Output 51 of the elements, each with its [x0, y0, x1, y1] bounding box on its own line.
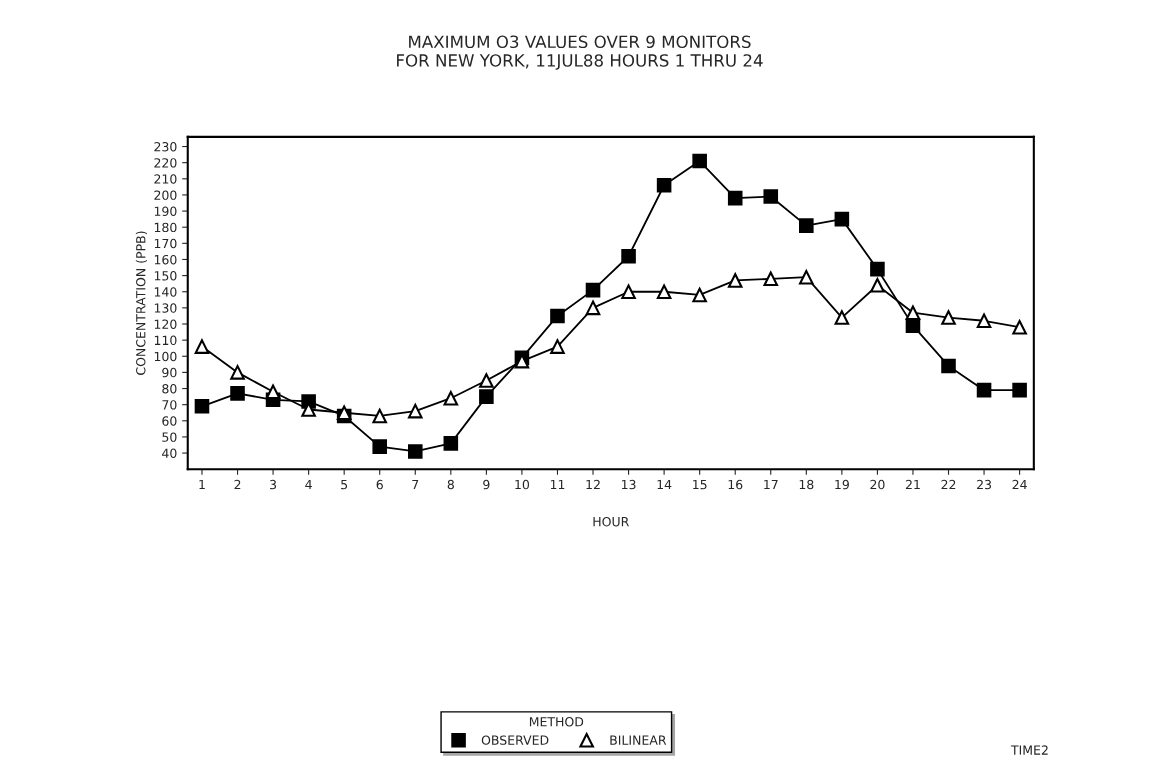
x-tick-label: 16 — [728, 479, 743, 490]
y-tick-label: 90 — [162, 367, 177, 378]
legend-label: OBSERVED — [481, 735, 549, 745]
y-tick-label: 120 — [154, 319, 177, 329]
y-tick-label: 150 — [154, 271, 177, 281]
x-tick-label: 4 — [305, 480, 312, 490]
y-tick-label: 60 — [162, 416, 177, 426]
x-tick-label: 2 — [234, 479, 241, 490]
y-tick-label: 100 — [154, 351, 177, 362]
y-tick-label: 40 — [162, 448, 177, 458]
x-tick-label: 3 — [270, 479, 277, 490]
y-tick-label: 200 — [154, 190, 177, 200]
y-tick-label: 230 — [154, 142, 177, 152]
x-tick-label: 24 — [1012, 479, 1027, 490]
x-tick-label: 8 — [447, 479, 454, 490]
x-tick-label: 1 — [199, 480, 205, 490]
x-tick-label: 21 — [905, 479, 920, 490]
y-tick-label: 190 — [154, 206, 177, 216]
y-tick-label: 70 — [162, 400, 177, 410]
y-axis-title: CONCENTRATION (PPB) — [135, 231, 147, 375]
x-tick-label: 11 — [550, 480, 565, 490]
y-tick-label: 160 — [154, 254, 177, 265]
y-tick-label: 220 — [154, 158, 177, 168]
y-tick-label: 80 — [162, 384, 177, 394]
x-tick-label: 23 — [977, 479, 992, 490]
text: TIME2 — [1010, 745, 1048, 755]
legend-title: METHOD — [529, 717, 584, 727]
x-tick-label: 10 — [515, 479, 530, 490]
x-tick-label: 5 — [341, 480, 348, 490]
y-tick-label: 110 — [154, 335, 177, 346]
x-tick-label: 7 — [412, 480, 419, 490]
x-axis-title: HOUR — [593, 516, 629, 527]
y-tick-label: 180 — [154, 222, 177, 233]
x-tick-label: 14 — [657, 480, 672, 490]
chart-title: MAXIMUM O3 VALUES OVER 9 MONITORS FOR NEW YORK, 11JUL88 HOURS 1 THRU 24 — [397, 35, 763, 70]
x-tick-label: 22 — [941, 479, 956, 490]
legend-label: BILINEAR — [610, 735, 667, 745]
x-tick-label: 12 — [586, 479, 600, 490]
x-tick-label: 18 — [799, 479, 814, 490]
x-tick-label: 20 — [870, 479, 885, 490]
y-tick-label: 210 — [154, 174, 177, 184]
x-tick-label: 19 — [835, 479, 849, 490]
y-tick-label: 140 — [154, 287, 177, 297]
y-tick-label: 50 — [162, 432, 177, 442]
y-tick-label: 130 — [154, 303, 177, 313]
x-tick-label: 6 — [376, 479, 383, 490]
x-tick-label: 9 — [483, 479, 490, 490]
x-tick-label: 13 — [621, 479, 636, 490]
x-tick-label: 17 — [764, 480, 778, 490]
x-tick-label: 15 — [693, 480, 707, 490]
y-tick-label: 170 — [154, 238, 177, 249]
